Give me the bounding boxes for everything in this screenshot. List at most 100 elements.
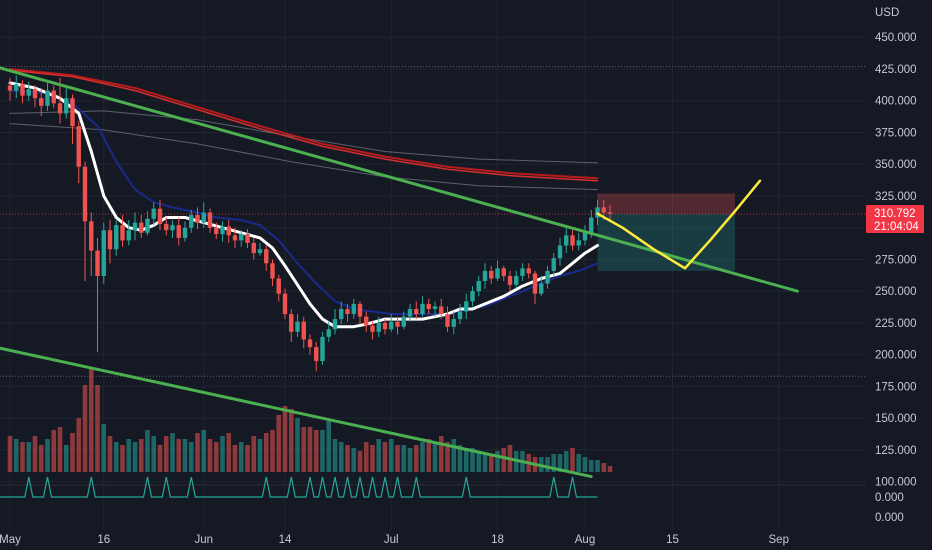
candle-body xyxy=(539,283,544,294)
candle-body xyxy=(351,303,356,315)
volume-bar xyxy=(488,454,494,472)
volume-bar xyxy=(257,439,263,472)
candle-body xyxy=(164,223,169,231)
candle-body xyxy=(570,235,575,246)
candle-body xyxy=(282,293,288,315)
volume-bar xyxy=(545,457,550,472)
candle-body xyxy=(51,90,56,104)
candle-body xyxy=(45,90,50,106)
volume-bar xyxy=(426,439,432,472)
ma-white-line xyxy=(8,81,599,329)
candle-body xyxy=(114,225,119,250)
y-tick-label: 225.000 xyxy=(875,318,917,330)
y-tick-label: 425.000 xyxy=(875,64,917,76)
candle-body xyxy=(20,84,25,96)
volume-bar xyxy=(582,457,588,472)
volume-bar xyxy=(413,445,419,472)
candle-body xyxy=(64,98,69,114)
y-axis: USD 450.000 425.000 400.000 375.000 350.000 3… xyxy=(875,7,917,524)
candle-body xyxy=(420,303,425,315)
volume-bar xyxy=(307,427,313,472)
candle-body xyxy=(176,225,181,238)
candle-body xyxy=(207,212,213,228)
volume-bar xyxy=(120,445,125,472)
candle-body xyxy=(201,212,206,223)
volume-bar xyxy=(270,430,275,472)
candle-body xyxy=(557,245,563,259)
position-box[interactable] xyxy=(597,193,736,271)
volume-bar xyxy=(382,442,388,472)
candle-body xyxy=(589,217,594,233)
candle-body xyxy=(501,268,506,276)
candle-body xyxy=(326,329,331,337)
volume-bar xyxy=(345,445,350,472)
candle-body xyxy=(564,235,569,246)
candle-body xyxy=(107,230,113,250)
volume-bar xyxy=(82,385,88,472)
volume-bars xyxy=(7,367,613,472)
volume-bar xyxy=(101,424,107,472)
volume-bar xyxy=(332,439,338,472)
candle-body xyxy=(332,319,338,330)
y-tick-label: 450.000 xyxy=(875,32,917,44)
volume-bar xyxy=(588,460,594,472)
candle-body xyxy=(407,308,413,317)
candle-body xyxy=(301,321,306,340)
volume-bar xyxy=(595,460,600,472)
candle-body xyxy=(89,221,94,251)
price-tag-countdown: 21:04:04 xyxy=(874,221,919,233)
y-tick-label: 200.000 xyxy=(875,350,917,362)
candle-body xyxy=(276,278,281,294)
y-tick-label: 125.000 xyxy=(875,445,917,457)
volume-bar xyxy=(151,436,157,472)
x-tick-label: Jul xyxy=(384,534,399,546)
volume-bar xyxy=(138,439,144,472)
volume-bar xyxy=(363,442,369,472)
candle-body xyxy=(545,270,550,284)
x-tick-label: 16 xyxy=(97,534,110,546)
currency-label: USD xyxy=(875,7,899,19)
volume-bar xyxy=(26,442,32,472)
volume-bar xyxy=(7,436,13,472)
candle-body xyxy=(520,268,525,276)
candle-body xyxy=(95,250,100,276)
y-tick-label: 150.000 xyxy=(875,413,917,425)
candle-body xyxy=(182,227,188,238)
candle-body xyxy=(101,230,106,276)
y-tick-label: 350.000 xyxy=(875,159,917,171)
volume-bar xyxy=(476,451,482,472)
candle-body xyxy=(214,227,219,235)
candle-body xyxy=(270,263,275,279)
volume-bar xyxy=(113,442,119,472)
volume-bar xyxy=(163,436,169,472)
volume-bar xyxy=(295,418,300,472)
candle-body xyxy=(576,240,581,246)
projection-path[interactable] xyxy=(596,179,762,270)
volume-bar xyxy=(63,445,69,472)
ma-blue-line xyxy=(9,89,599,315)
candle-body xyxy=(495,268,500,279)
candle-body xyxy=(582,232,588,241)
candle-body xyxy=(139,222,144,233)
candle-body xyxy=(432,306,438,309)
volume-bar xyxy=(288,409,294,472)
candle-body xyxy=(126,230,131,241)
candle-body xyxy=(289,314,294,332)
x-tick-label: May xyxy=(0,534,21,546)
indicator-line xyxy=(0,476,598,498)
ma-red-line xyxy=(9,68,599,180)
volume-bar xyxy=(220,436,225,472)
volume-bar xyxy=(495,451,500,472)
volume-bar xyxy=(570,448,575,472)
volume-bar xyxy=(451,439,457,472)
volume-bar xyxy=(95,385,100,472)
candle-body xyxy=(514,275,519,285)
candle-body xyxy=(551,258,556,271)
candle-body xyxy=(239,234,244,241)
candle-body xyxy=(70,98,75,127)
volume-bar xyxy=(357,451,363,472)
candle-body xyxy=(414,308,419,315)
price-tag-bg xyxy=(866,205,924,233)
